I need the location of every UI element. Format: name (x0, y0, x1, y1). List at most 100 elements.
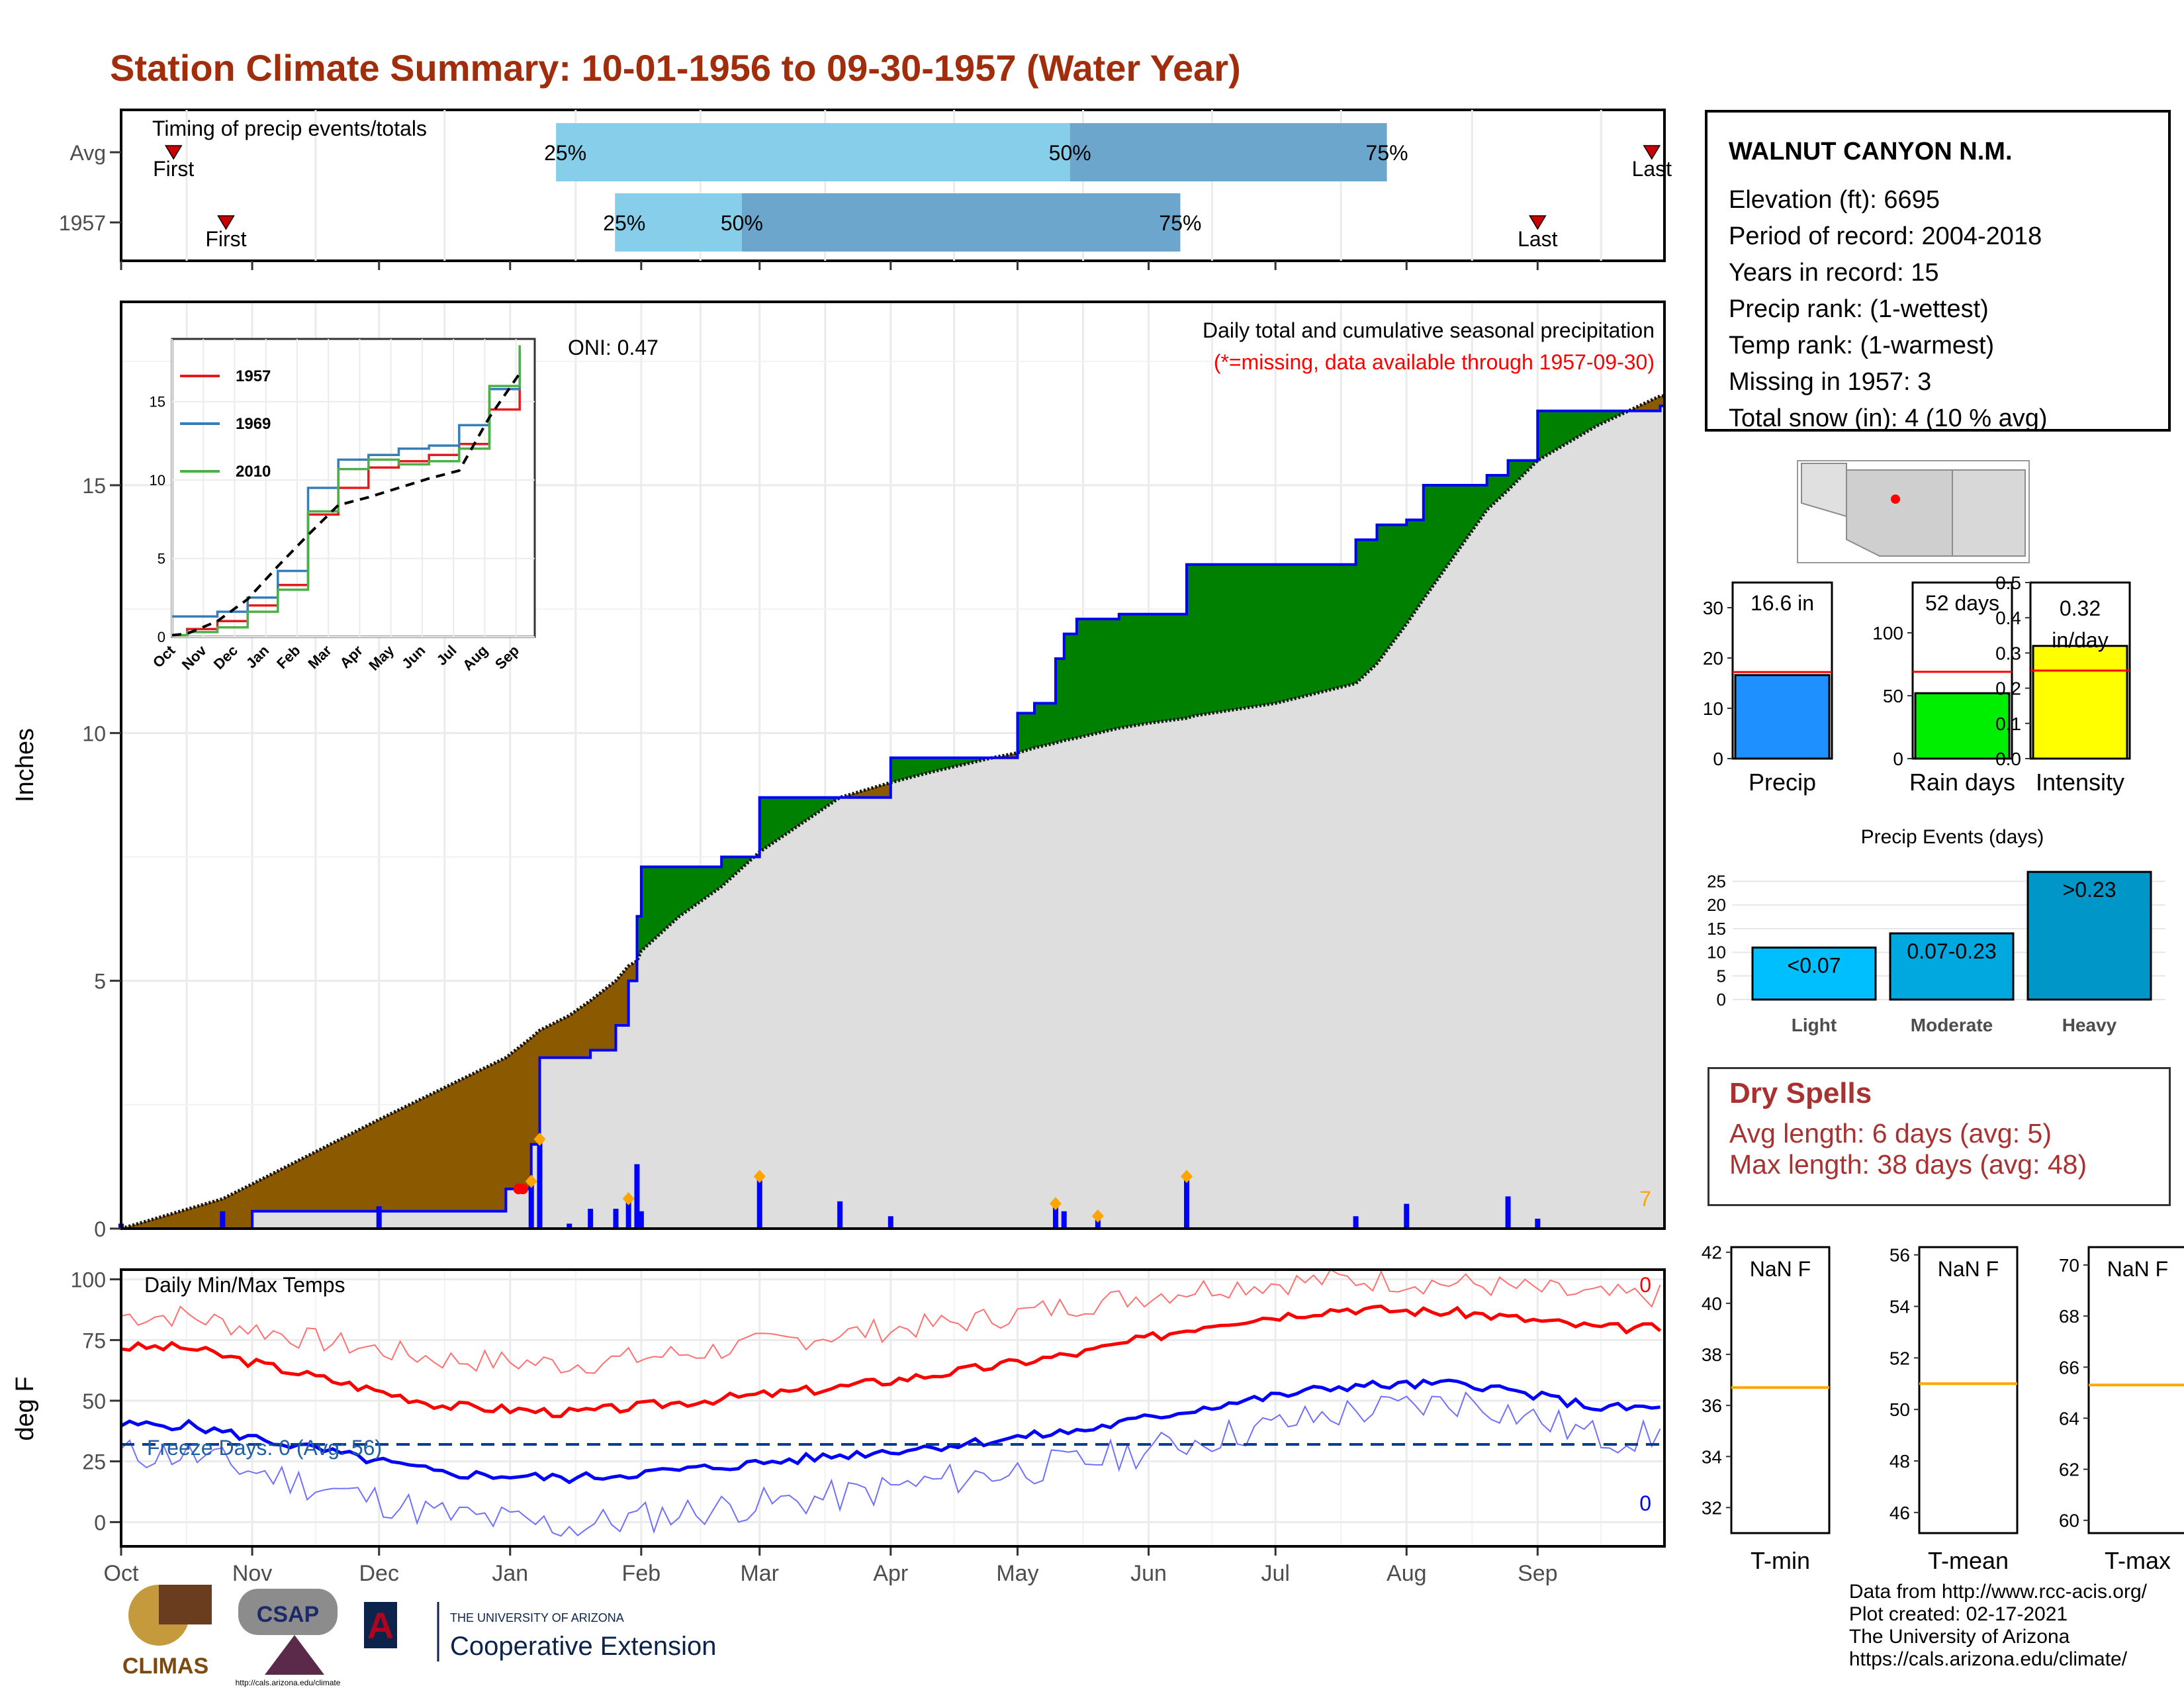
month-label: Mar (740, 1561, 779, 1586)
snow-marker (533, 1132, 546, 1146)
page-title: Station Climate Summary: 10-01-1956 to 0… (110, 47, 1241, 89)
dry-spells-avg: Avg length: 6 days (avg: 5) (1729, 1118, 2052, 1149)
footer-line: Data from http://www.rcc-acis.org/ (1848, 1581, 2147, 1603)
last-event-marker (1529, 215, 1547, 230)
y-tick-label: 25 (82, 1450, 106, 1474)
ua-main-text: Cooperative Extension (450, 1632, 716, 1661)
csap-mountain (265, 1635, 324, 1675)
temp-box-tick: 50 (1889, 1399, 1910, 1420)
summary-y-tick: 10 (1703, 698, 1723, 719)
daily-precip-bar (1353, 1216, 1359, 1229)
panel-subtitle: Daily total and cumulative seasonal prec… (1203, 318, 1655, 342)
summary-y-tick: 20 (1703, 648, 1723, 669)
ua-logo-block (364, 1602, 397, 1648)
csap-text: CSAP (257, 1602, 319, 1627)
y-axis-title: Inches (11, 728, 39, 802)
daily-precip-bar (837, 1201, 843, 1229)
events-y-tick: 5 (1717, 966, 1726, 986)
quartile-label: 25% (603, 211, 645, 235)
summary-y-tick: 0.1 (1995, 714, 2021, 734)
avg-min-line (120, 1378, 1661, 1485)
temp-box-value: NaN F (2107, 1257, 2168, 1281)
dry-spells-max: Max length: 38 days (avg: 48) (1729, 1149, 2087, 1180)
inset-series-line (172, 351, 521, 618)
y-axis-title: deg F (11, 1376, 39, 1440)
month-label: Jan (492, 1561, 528, 1586)
inset-series-line (172, 345, 521, 637)
daily-precip-bar (1095, 1219, 1101, 1229)
record-min-line (120, 1391, 1661, 1537)
last-event-label: Last (1632, 157, 1672, 181)
arizona-shape (1846, 469, 1953, 557)
quartile-bar-early (615, 193, 742, 252)
summary-value-label: in/day (2052, 628, 2108, 652)
y-tick-label: 10 (82, 722, 106, 745)
avg-cumulative-area (121, 396, 1664, 1229)
y-tick-label: 0 (94, 1511, 106, 1534)
summary-y-tick: 50 (1883, 686, 1903, 706)
inset-y-tick: 0 (158, 629, 165, 645)
daily-precip-bar (634, 1164, 640, 1229)
temp-box-tick: 60 (2059, 1511, 2079, 1531)
california-shape (1801, 463, 1847, 518)
last-event-marker (1643, 145, 1661, 160)
daily-precip-bar (537, 1141, 543, 1229)
footer-credits: Data from http://www.rcc-acis.org/ Plot … (1849, 1581, 2147, 1671)
temp-box-label: T-max (2105, 1547, 2171, 1574)
dry-spells-title: Dry Spells (1729, 1077, 1872, 1109)
station-precip-rank: Precip rank: (1-wettest) (1729, 295, 1989, 323)
temp-box-tick: 64 (2059, 1408, 2079, 1429)
month-label: Nov (232, 1561, 272, 1586)
daily-precip-bar (613, 1209, 619, 1229)
snow-marker (525, 1174, 537, 1188)
snow-marker (1181, 1170, 1193, 1184)
inset-legend-label: 1957 (236, 367, 271, 385)
temp-box-tick: 56 (1889, 1245, 1910, 1266)
daily-precip-bar (528, 1184, 534, 1229)
temp-box-tick: 62 (2059, 1460, 2079, 1480)
record-max-line (120, 1268, 1661, 1374)
y-tick-label: 15 (82, 474, 106, 498)
events-y-tick: 10 (1707, 943, 1726, 962)
csap-cloud (238, 1589, 338, 1635)
station-elevation: Elevation (ft): 6695 (1729, 186, 1940, 214)
ua-top-text: THE UNIVERSITY OF ARIZONA (450, 1611, 624, 1624)
events-category-label: Heavy (2062, 1015, 2117, 1035)
station-missing: Missing in 1957: 3 (1729, 368, 1932, 396)
summary-y-tick: 30 (1703, 598, 1723, 618)
temp-box-tick: 54 (1889, 1297, 1910, 1317)
freeze-days-label: Freeze Days: 0 (Avg: 56) (147, 1436, 382, 1460)
station-years: Years in record: 15 (1729, 259, 1939, 287)
events-y-tick: 20 (1707, 895, 1726, 915)
daily-precip-bar (376, 1206, 382, 1229)
snow-marker (622, 1192, 635, 1205)
first-event-label: First (153, 157, 194, 181)
daily-precip-bar (220, 1211, 226, 1229)
climas-emblem (159, 1585, 212, 1624)
temp-box-tick: 42 (1702, 1243, 1722, 1263)
daily-precip-bar (1184, 1179, 1190, 1229)
station-info-box: WALNUT CANYON N.M. Elevation (ft): 6695 … (1705, 110, 2171, 432)
footer-line: https://cals.arizona.edu/climate/ (1848, 1648, 2128, 1670)
climas-text: CLIMAS (122, 1654, 208, 1679)
month-label: Feb (622, 1561, 661, 1586)
summary-value-label: 0.32 (2060, 596, 2101, 620)
first-event-label: First (205, 227, 246, 251)
summary-y-tick: 0.0 (1995, 749, 2021, 769)
inset-legend-label: 1969 (236, 415, 271, 433)
precip-panel-frame (120, 301, 1666, 1230)
temp-box-tick: 46 (1889, 1503, 1910, 1523)
footer-line: The University of Arizona (1848, 1626, 2070, 1648)
month-label: Jul (1261, 1561, 1289, 1586)
temp-box-tick: 52 (1889, 1348, 1910, 1368)
events-y-tick: 0 (1717, 990, 1726, 1009)
snow-marker (1091, 1209, 1104, 1223)
oni-label: ONI: 0.47 (568, 336, 659, 359)
daily-precip-bar (887, 1216, 893, 1229)
inset-y-tick: 5 (158, 551, 165, 567)
station-name: WALNUT CANYON N.M. (1729, 138, 2013, 165)
month-label: Sep (1518, 1561, 1558, 1586)
quartile-bar-late (741, 193, 1181, 252)
missing-count: 7 (1639, 1187, 1651, 1211)
